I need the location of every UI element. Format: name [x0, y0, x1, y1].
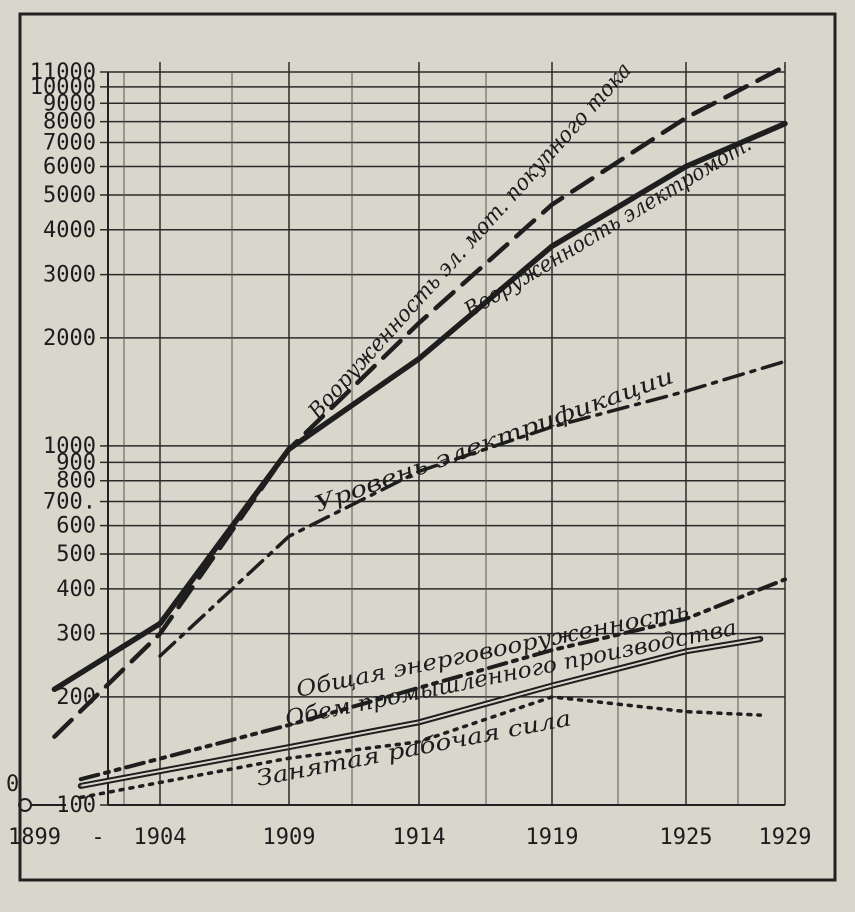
x-tick-label: 1909: [263, 825, 316, 850]
series-electrification-point: [418, 470, 420, 473]
series-electromotor-point: [784, 122, 786, 125]
series-electrification-point: [159, 655, 161, 657]
series-production-point: [759, 638, 762, 640]
series-electrification-point: [551, 426, 553, 428]
series-electromotor-point: [685, 165, 687, 168]
series-electrification-point: [685, 390, 687, 393]
series-electromotor-point: [288, 448, 290, 450]
series-energy-point: [551, 649, 553, 651]
origin-label: 0: [6, 772, 19, 797]
y-tick-label: 200: [56, 685, 96, 710]
y-tick-label: 400: [56, 577, 96, 602]
series-electrification-point: [288, 535, 290, 538]
x-tick-dash: -: [91, 825, 104, 850]
x-tick-label: 1914: [393, 825, 446, 850]
x-tick-label: 1919: [526, 825, 579, 850]
series-energy-point: [685, 618, 687, 620]
x-tick-label: 1904: [134, 825, 187, 850]
series-energy-point: [288, 724, 290, 726]
series-energy-point: [784, 578, 786, 581]
y-tick-label: 800: [56, 469, 96, 494]
series-electrification: [158, 359, 787, 658]
y-tick-label: 2000: [43, 326, 96, 351]
y-tick-label: 7000: [43, 130, 96, 155]
series-electrification-point: [784, 360, 786, 363]
series-electromotor-point: [551, 245, 553, 247]
y-tick-label: 4000: [43, 218, 96, 243]
series-energy-point: [80, 778, 82, 780]
x-tick-label: 1899: [8, 825, 61, 850]
series-labels: Вооруженность эл. мот. покупного токаВоо…: [254, 58, 756, 792]
page-border: [18, 12, 837, 882]
series-energy: [78, 577, 787, 782]
series-labor: [79, 695, 763, 800]
y-tick-label: 300: [56, 622, 96, 647]
series-electromotor-point: [418, 357, 420, 360]
y-tick-label: 600: [56, 514, 96, 539]
y-tick-label: 1000: [43, 434, 96, 459]
series-production-point: [288, 746, 290, 748]
series-labor-point: [759, 714, 762, 716]
y-tick-label: 6000: [43, 155, 96, 180]
series-labor-point: [80, 796, 82, 799]
series-electromotor-purchased-point: [159, 632, 161, 635]
series-electromotor-point: [159, 622, 161, 625]
series-labor-point: [685, 710, 687, 713]
y-tick-label: 11000: [30, 60, 96, 85]
series-electromotor-purchased-point: [418, 322, 420, 324]
series-production-point: [80, 785, 82, 787]
series-electrification-label: Уровень электрификации: [312, 364, 678, 517]
series-production-point: [551, 684, 553, 687]
y-tick-label: 500: [56, 542, 96, 567]
series-electromotor-point: [53, 688, 56, 691]
series-labor-point: [551, 696, 553, 698]
series-group: [51, 64, 788, 800]
x-tick-label: 1929: [759, 825, 812, 850]
series-labor-point: [418, 740, 420, 743]
series-production-point: [685, 650, 687, 653]
series-energy-point: [418, 687, 420, 689]
series-production-point: [418, 721, 420, 724]
series-electromotor-purchased-point: [551, 203, 553, 206]
y-tick-label: 5000: [43, 183, 96, 208]
series-electromotor-purchased-point: [53, 735, 56, 738]
series-labor-point: [288, 757, 290, 760]
y-tick-label: 100: [56, 793, 96, 818]
series-production-inner: [79, 638, 762, 787]
y-tick-label: 10000: [30, 75, 96, 100]
series-electromotor-purchased-point: [685, 117, 687, 119]
y-tick-label: 9000: [43, 91, 96, 116]
y-tick-label: 8000: [43, 110, 96, 135]
y-tick-label: 900: [56, 450, 96, 475]
y-tick-label: 700.: [43, 490, 96, 515]
series-electromotor-label: Вооруженность электромот.: [459, 132, 756, 324]
series-electromotor-purchased-point: [784, 65, 786, 68]
y-tick-label: 3000: [43, 263, 96, 288]
x-tick-label: 1925: [660, 825, 713, 850]
